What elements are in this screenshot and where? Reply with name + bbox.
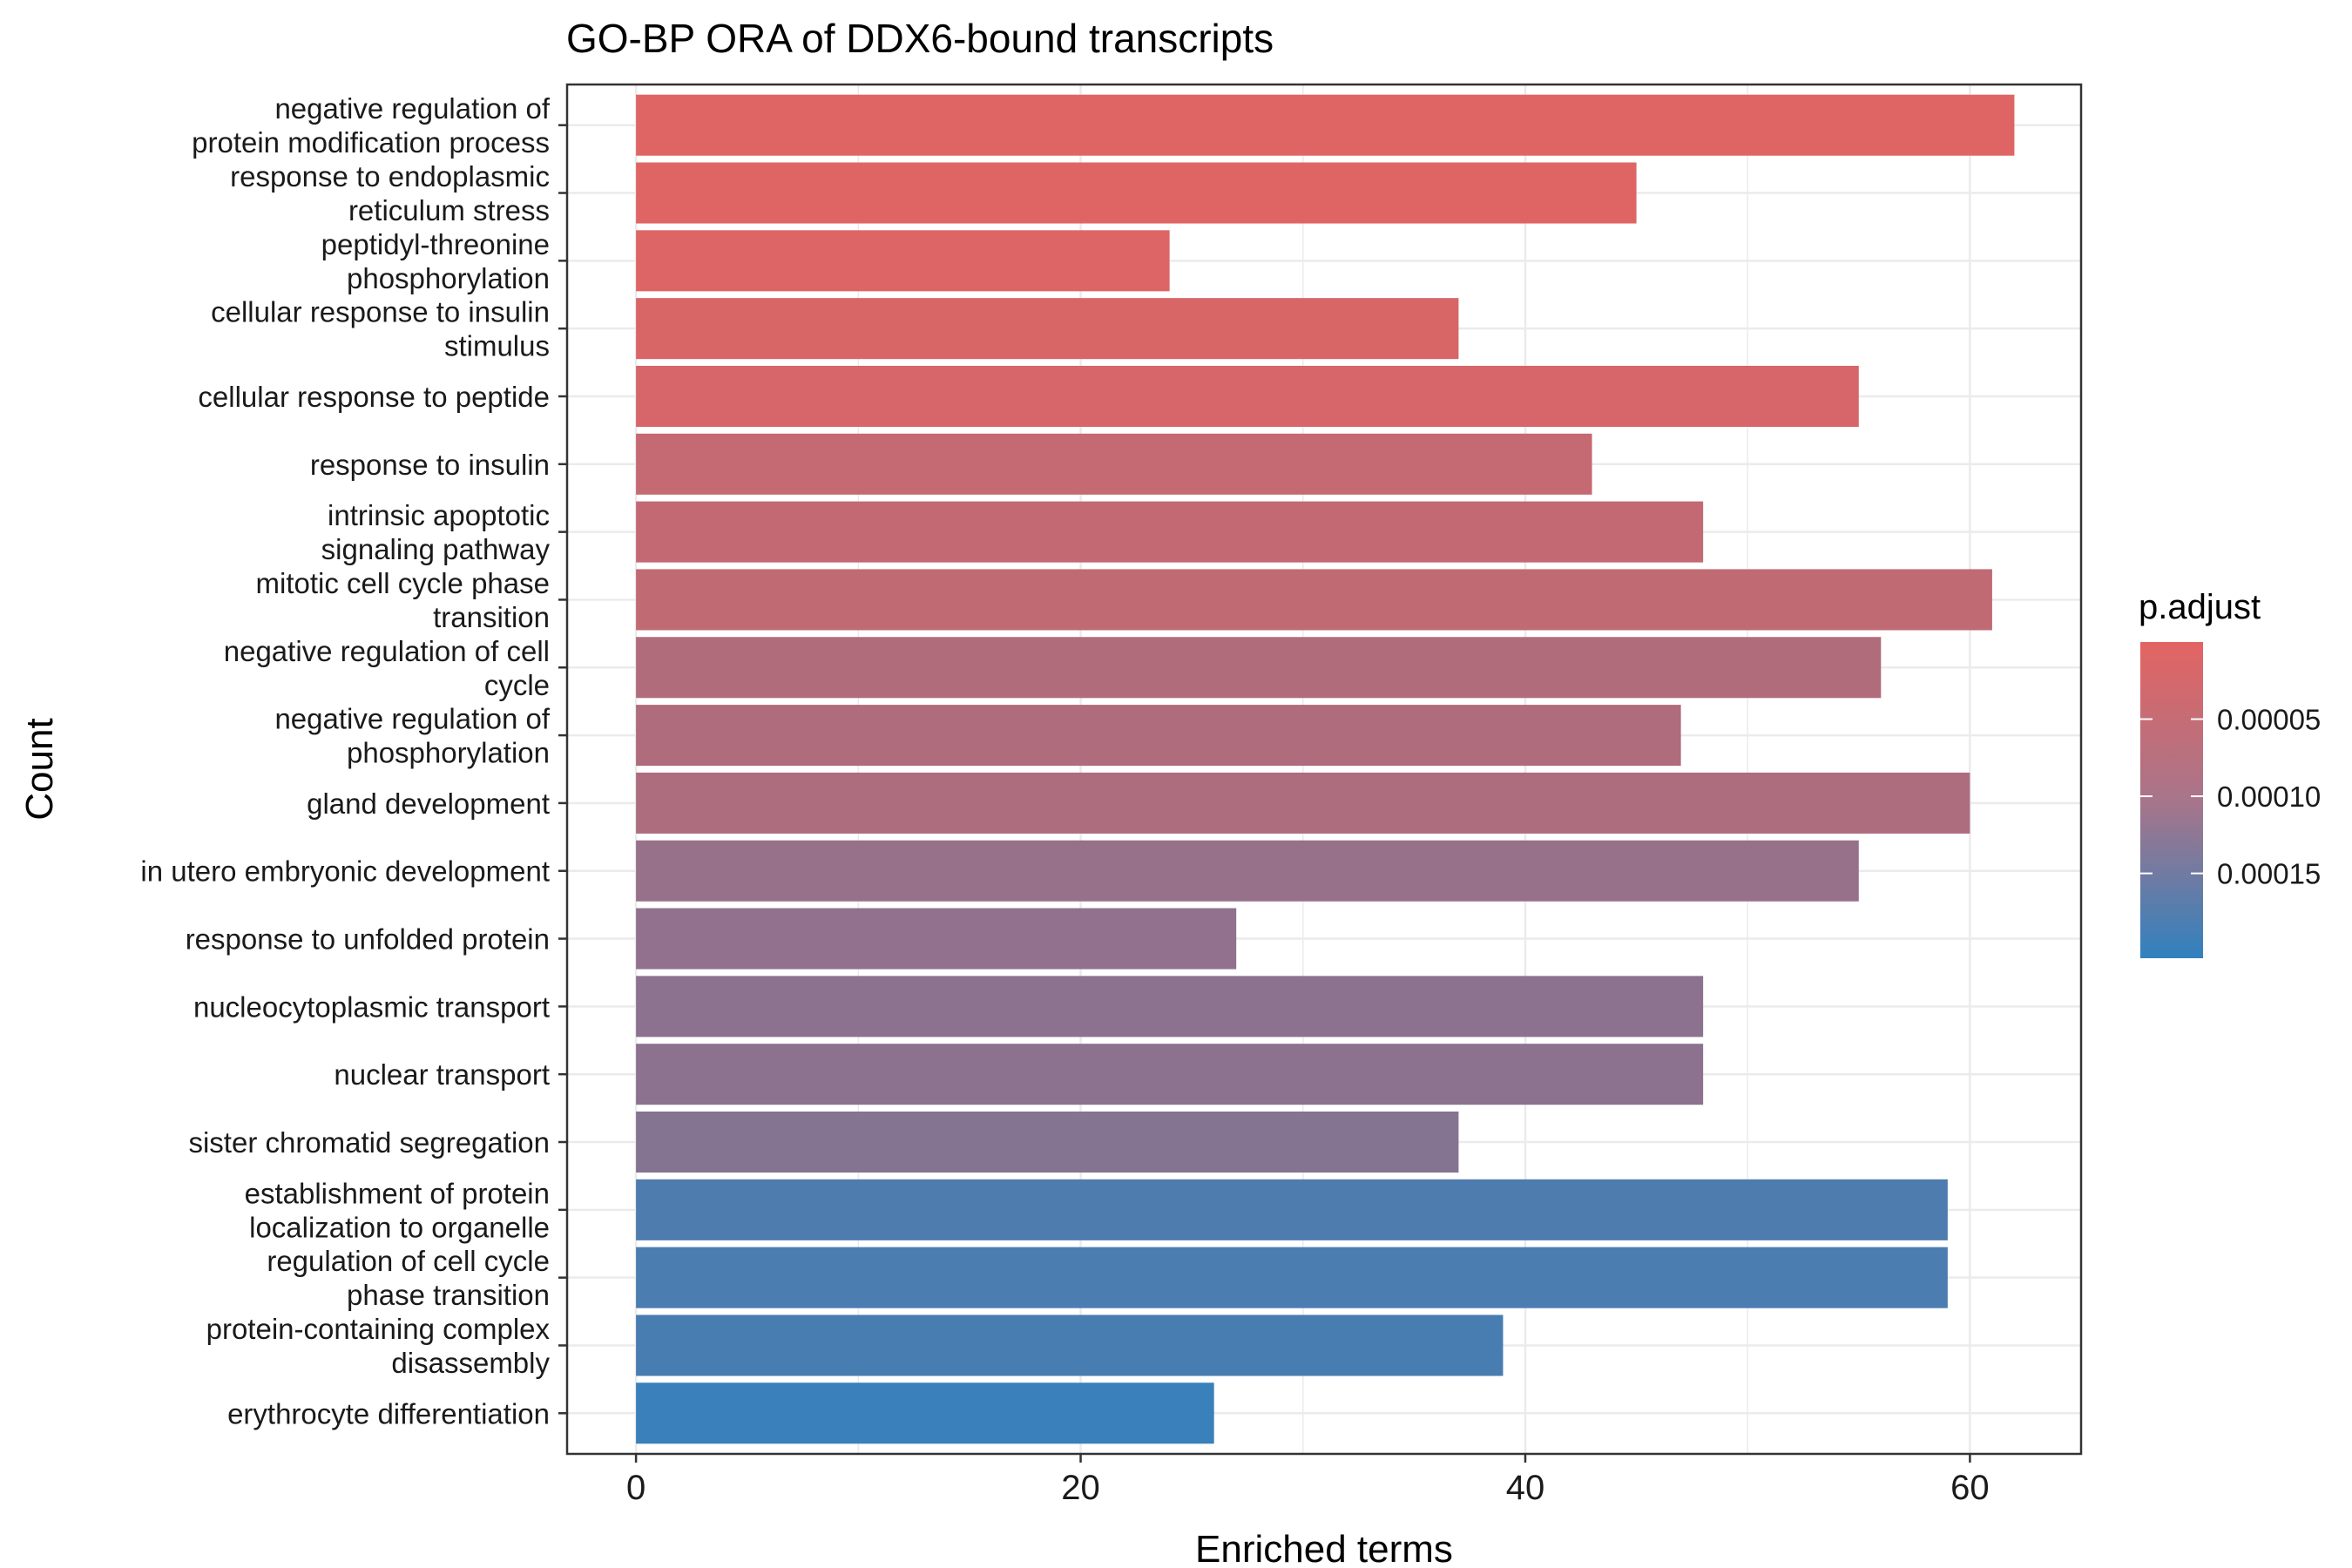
y-tick-label: negative regulation of	[274, 703, 550, 735]
y-tick-label: cellular response to insulin	[211, 296, 550, 328]
bar	[636, 976, 1704, 1037]
y-tick-label: in utero embryonic development	[140, 855, 550, 888]
y-tick-label: transition	[433, 601, 550, 633]
y-tick-label: response to insulin	[310, 449, 550, 481]
y-tick-label: cycle	[484, 669, 550, 701]
bar	[636, 1382, 1214, 1444]
bar	[636, 94, 2015, 156]
y-tick-label: disassembly	[391, 1347, 550, 1379]
y-tick-label: nuclear transport	[334, 1058, 550, 1091]
y-tick-label: gland development	[307, 787, 550, 820]
legend-tick-label: 0.00005	[2217, 704, 2321, 736]
x-tick-label: 0	[626, 1469, 645, 1507]
bar	[636, 772, 1970, 834]
bar	[636, 1315, 1504, 1376]
x-axis: 0 20 40 60	[626, 1454, 1990, 1507]
y-tick-label: reticulum stress	[348, 194, 550, 226]
bar	[636, 1112, 1459, 1173]
bar	[636, 1247, 1948, 1308]
y-tick-label: nucleocytoplasmic transport	[193, 990, 550, 1023]
y-tick-label: response to unfolded protein	[186, 923, 550, 956]
bar	[636, 840, 1859, 902]
y-tick-label: erythrocyte differentiation	[227, 1397, 550, 1429]
y-tick-label: mitotic cell cycle phase	[256, 567, 550, 599]
legend-tick-label: 0.00015	[2217, 858, 2321, 890]
y-tick-label: stimulus	[444, 330, 550, 362]
bars	[636, 94, 2015, 1444]
x-tick-label: 60	[1950, 1469, 1990, 1507]
y-tick-label: cellular response to peptide	[198, 381, 550, 413]
x-tick-label: 20	[1061, 1469, 1100, 1507]
bar	[636, 569, 1992, 631]
legend: p.adjust 0.00005 0.00010 0.00015	[2139, 588, 2321, 958]
y-tick-label: signaling pathway	[321, 533, 551, 565]
legend-colorbar	[2140, 642, 2203, 958]
chart-title: GO-BP ORA of DDX6-bound transcripts	[566, 16, 1274, 61]
bar	[636, 298, 1459, 360]
bar	[636, 162, 1637, 224]
y-tick-label: phosphorylation	[347, 262, 550, 294]
y-tick-label: negative regulation of cell	[224, 635, 550, 667]
bar	[636, 501, 1704, 563]
y-tick-label: protein modification process	[192, 126, 550, 159]
legend-tick-label: 0.00010	[2217, 781, 2321, 813]
y-tick-label: localization to organelle	[249, 1211, 550, 1243]
x-axis-label: Enriched terms	[1195, 1528, 1453, 1568]
x-tick-label: 40	[1506, 1469, 1545, 1507]
y-tick-label: sister chromatid segregation	[188, 1126, 550, 1159]
bar	[636, 433, 1592, 495]
bar	[636, 637, 1882, 699]
y-axis-label: Count	[18, 718, 61, 820]
y-tick-label: phase transition	[347, 1279, 550, 1311]
y-tick-label: negative regulation of	[274, 92, 550, 125]
y-tick-label: establishment of protein	[245, 1177, 550, 1209]
y-tick-label: regulation of cell cycle	[267, 1245, 550, 1277]
bar	[636, 705, 1681, 767]
bar	[636, 1179, 1948, 1240]
y-tick-label: peptidyl-threonine	[321, 228, 550, 260]
plot-border	[565, 83, 2083, 1456]
y-tick-label: response to endoplasmic	[230, 160, 550, 193]
bar	[636, 1044, 1704, 1105]
bar	[636, 908, 1237, 970]
legend-title: p.adjust	[2139, 588, 2261, 626]
y-tick-label: protein-containing complex	[206, 1313, 551, 1345]
y-tick-label: phosphorylation	[347, 737, 550, 769]
y-tick-label: intrinsic apoptotic	[328, 499, 550, 531]
bar	[636, 230, 1170, 292]
bar	[636, 365, 1859, 427]
